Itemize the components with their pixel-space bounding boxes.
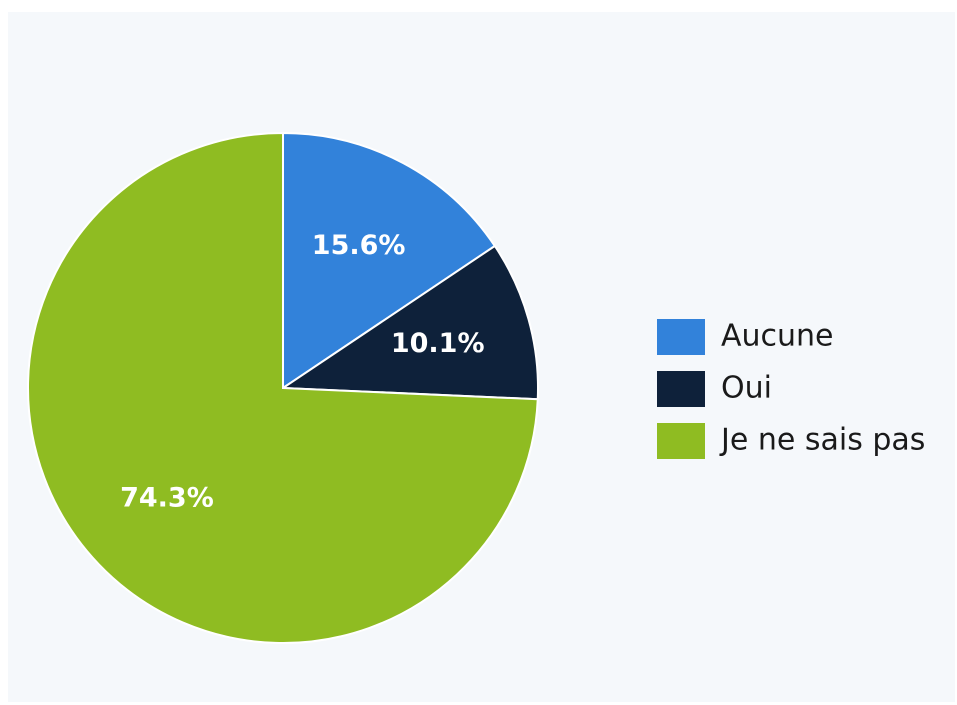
pie-slice — [279, 244, 539, 401]
legend-label: Je ne sais pas — [719, 423, 925, 458]
data-label: 10.1% — [391, 328, 485, 359]
data-label: 74.3% — [120, 483, 214, 514]
legend: Aucune Oui Je ne sais pas — [657, 319, 925, 459]
pie — [27, 131, 539, 644]
data-label: 15.6% — [312, 230, 406, 261]
legend-swatch — [657, 319, 705, 355]
data-labels: 15.6% 10.1% 74.3% — [120, 230, 484, 514]
pie-slice — [27, 131, 539, 644]
legend-label: Oui — [721, 371, 772, 406]
legend-swatch — [657, 371, 705, 407]
legend-label: Aucune — [721, 319, 834, 354]
pie-slice — [282, 131, 497, 390]
legend-swatch — [657, 423, 705, 459]
